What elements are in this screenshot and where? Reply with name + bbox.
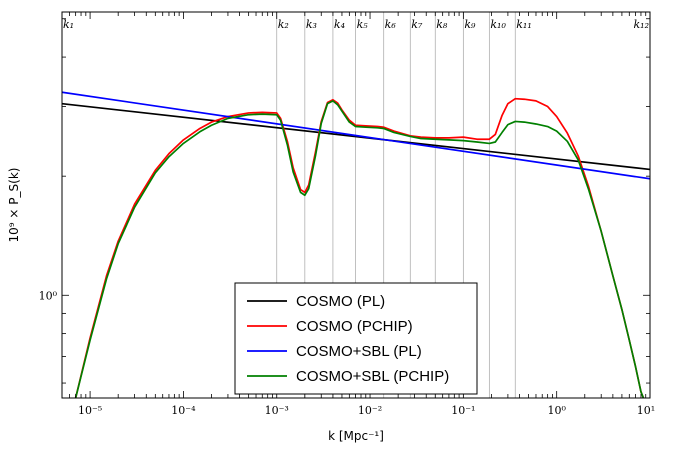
- knot-labels: k₁ k₂ k₃ k₄ k₅ k₆ k₇ k₈ k₉ k₁₀ k₁₁ k₁₂: [63, 18, 649, 31]
- knot-label: k₁: [63, 18, 74, 31]
- x-tick-label: 10⁻³: [265, 404, 289, 417]
- plot-frame: [61, 11, 651, 399]
- knot-label: k₁₁: [516, 18, 532, 31]
- x-tick-label: 10⁻²: [358, 404, 382, 417]
- knot-label: k₄: [334, 18, 345, 31]
- legend: COSMO (PL) COSMO (PCHIP) COSMO+SBL (PL) COS…: [234, 282, 478, 395]
- knot-label: k₈: [436, 18, 448, 31]
- x-axis-label: k [Mpc⁻¹]: [328, 429, 384, 443]
- series-line-2: [74, 97, 645, 398]
- knot-label: k₁₀: [490, 18, 506, 31]
- knot-label: k₆: [385, 18, 397, 31]
- series-line-3: [62, 91, 650, 180]
- knot-label: k₉: [464, 18, 476, 31]
- knot-label: k₅: [357, 18, 369, 31]
- tick-labels: 10⁻⁵ 10⁻⁴ 10⁻³ 10⁻² 10⁻¹ 10⁰ 10¹ 10⁰: [39, 289, 656, 417]
- x-tick-label: 10⁻⁵: [78, 404, 102, 417]
- axis-ticks: [61, 12, 651, 398]
- series-line-4: [74, 100, 645, 398]
- y-tick-label: 10⁰: [39, 289, 58, 302]
- x-tick-label: 10¹: [637, 404, 655, 417]
- legend-label: COSMO+SBL (PCHIP): [296, 368, 449, 385]
- legend-label: COSMO+SBL (PL): [296, 343, 422, 360]
- y-axis-label: 10⁹ × P_S(k): [7, 168, 21, 243]
- knot-label: k₁₂: [634, 18, 650, 31]
- knot-label: k₃: [306, 18, 317, 31]
- series-group: [62, 91, 650, 398]
- x-tick-label: 10⁻⁴: [171, 404, 196, 417]
- legend-label: COSMO (PL): [296, 293, 385, 310]
- series-line-1: [62, 102, 650, 171]
- x-tick-label: 10⁻¹: [451, 404, 475, 417]
- knot-label: k₇: [411, 18, 423, 31]
- knot-label: k₂: [278, 18, 289, 31]
- x-tick-label: 10⁰: [547, 404, 566, 417]
- legend-label: COSMO (PCHIP): [296, 318, 413, 335]
